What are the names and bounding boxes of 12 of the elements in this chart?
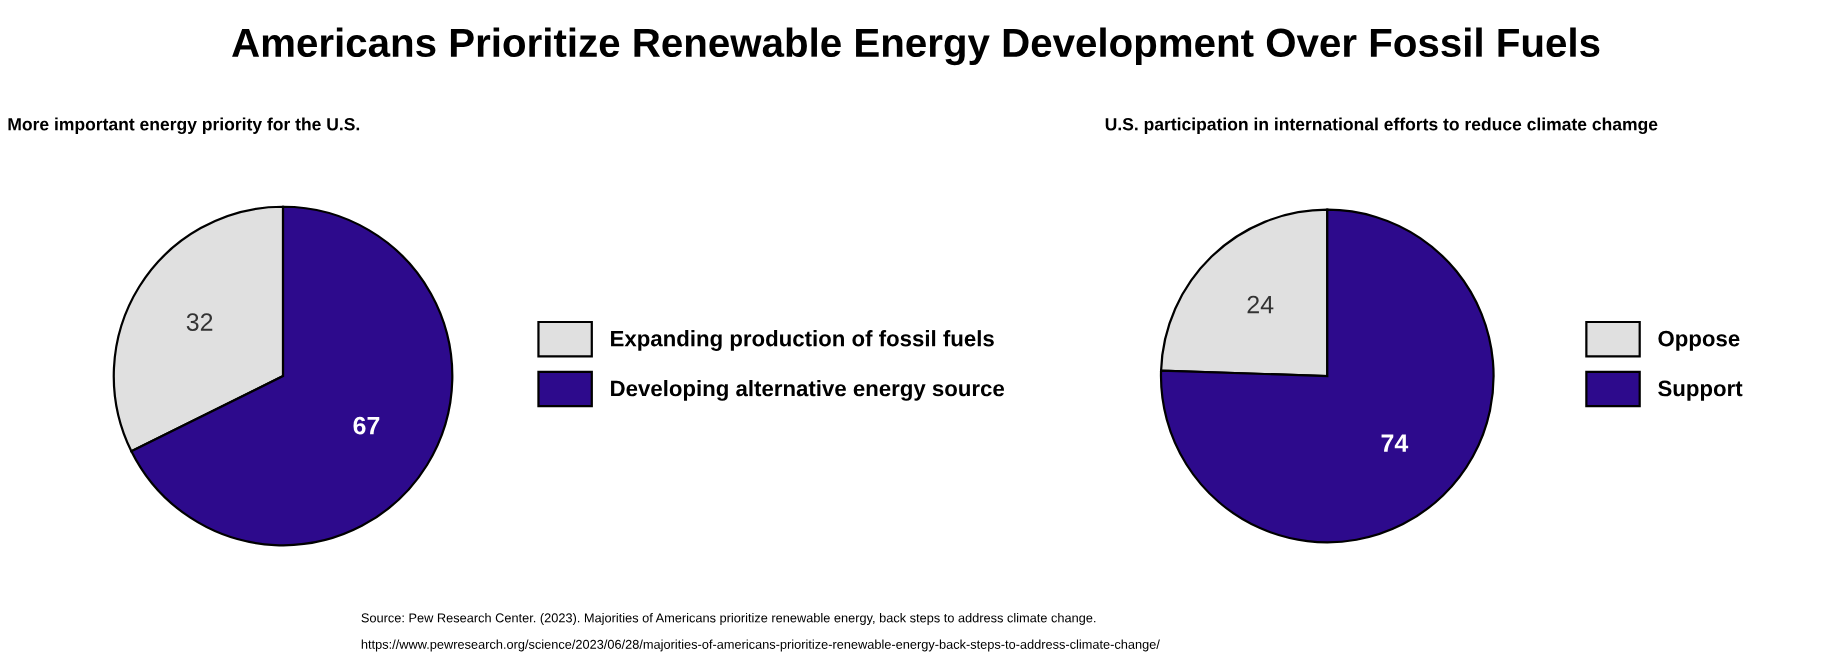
pie-slice <box>1159 208 1495 544</box>
data-label: 24 <box>1247 295 1274 314</box>
chart-subtitle: More important energy priority for the U.S. <box>8 117 360 134</box>
data-label: 67 <box>353 416 380 435</box>
data-label: 74 <box>1381 434 1409 452</box>
chart-title: Americans Prioritize Renewable Energy Development Over Fossil Fuels <box>232 27 1600 66</box>
chart-subtitle: U.S. participation in international efforts to reduce climate chamge <box>1105 117 1658 134</box>
legend-label: Support <box>1658 380 1743 401</box>
data-label: 32 <box>186 313 213 331</box>
legend-label: Expanding production of fossil fuels <box>611 330 994 351</box>
legend-label: Developing alternative energy source <box>611 380 1005 401</box>
legend-label: Oppose <box>1658 330 1740 351</box>
